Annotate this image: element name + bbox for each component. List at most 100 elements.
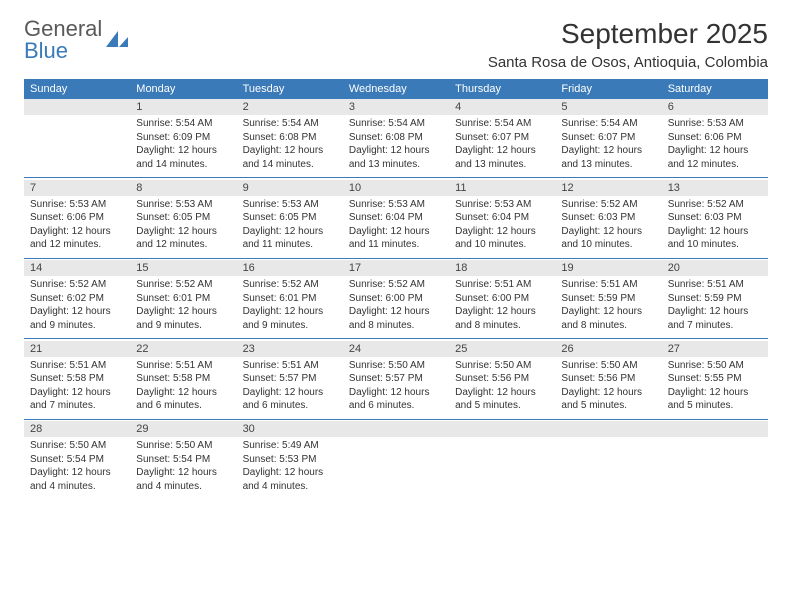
day-number: 4 [449,99,555,115]
day-details: Sunrise: 5:51 AMSunset: 5:58 PMDaylight:… [24,357,130,419]
empty-day-bar [343,421,449,437]
day-details: Sunrise: 5:51 AMSunset: 6:00 PMDaylight:… [449,276,555,338]
empty-day-body [555,437,661,495]
calendar-day-cell: 28Sunrise: 5:50 AMSunset: 5:54 PMDayligh… [24,421,130,499]
calendar-day-cell: 10Sunrise: 5:53 AMSunset: 6:04 PMDayligh… [343,180,449,259]
day-details: Sunrise: 5:54 AMSunset: 6:08 PMDaylight:… [343,115,449,177]
calendar-day-cell [343,421,449,499]
weekday-header: Saturday [662,79,768,99]
day-number: 15 [130,260,236,276]
day-number: 3 [343,99,449,115]
day-details: Sunrise: 5:54 AMSunset: 6:07 PMDaylight:… [555,115,661,177]
day-number: 27 [662,341,768,357]
calendar-day-cell: 11Sunrise: 5:53 AMSunset: 6:04 PMDayligh… [449,180,555,259]
page-header: General Blue September 2025 Santa Rosa d… [24,18,768,71]
day-details: Sunrise: 5:50 AMSunset: 5:57 PMDaylight:… [343,357,449,419]
day-details: Sunrise: 5:54 AMSunset: 6:09 PMDaylight:… [130,115,236,177]
calendar-week-row: 28Sunrise: 5:50 AMSunset: 5:54 PMDayligh… [24,421,768,499]
calendar-week-row: 21Sunrise: 5:51 AMSunset: 5:58 PMDayligh… [24,341,768,420]
day-details: Sunrise: 5:54 AMSunset: 6:08 PMDaylight:… [237,115,343,177]
day-number: 17 [343,260,449,276]
day-number: 13 [662,180,768,196]
day-details: Sunrise: 5:52 AMSunset: 6:01 PMDaylight:… [237,276,343,338]
weekday-header-row: Sunday Monday Tuesday Wednesday Thursday… [24,79,768,99]
day-number: 22 [130,341,236,357]
day-details: Sunrise: 5:54 AMSunset: 6:07 PMDaylight:… [449,115,555,177]
day-number: 29 [130,421,236,437]
day-details: Sunrise: 5:51 AMSunset: 5:58 PMDaylight:… [130,357,236,419]
day-details: Sunrise: 5:51 AMSunset: 5:59 PMDaylight:… [662,276,768,338]
day-number: 6 [662,99,768,115]
calendar-day-cell: 18Sunrise: 5:51 AMSunset: 6:00 PMDayligh… [449,260,555,339]
calendar-day-cell: 20Sunrise: 5:51 AMSunset: 5:59 PMDayligh… [662,260,768,339]
day-number: 5 [555,99,661,115]
weekday-header: Sunday [24,79,130,99]
empty-day-bar [662,421,768,437]
day-details: Sunrise: 5:51 AMSunset: 5:59 PMDaylight:… [555,276,661,338]
day-details: Sunrise: 5:50 AMSunset: 5:56 PMDaylight:… [555,357,661,419]
calendar-week-row: 14Sunrise: 5:52 AMSunset: 6:02 PMDayligh… [24,260,768,339]
location-text: Santa Rosa de Osos, Antioquia, Colombia [488,54,768,71]
day-details: Sunrise: 5:52 AMSunset: 6:01 PMDaylight:… [130,276,236,338]
calendar-day-cell: 1Sunrise: 5:54 AMSunset: 6:09 PMDaylight… [130,99,236,178]
calendar-day-cell: 3Sunrise: 5:54 AMSunset: 6:08 PMDaylight… [343,99,449,178]
empty-day-body [343,437,449,495]
calendar-day-cell: 29Sunrise: 5:50 AMSunset: 5:54 PMDayligh… [130,421,236,499]
calendar-day-cell: 9Sunrise: 5:53 AMSunset: 6:05 PMDaylight… [237,180,343,259]
calendar-day-cell: 19Sunrise: 5:51 AMSunset: 5:59 PMDayligh… [555,260,661,339]
day-details: Sunrise: 5:49 AMSunset: 5:53 PMDaylight:… [237,437,343,499]
calendar-page: General Blue September 2025 Santa Rosa d… [0,0,792,612]
calendar-day-cell: 22Sunrise: 5:51 AMSunset: 5:58 PMDayligh… [130,341,236,420]
day-details: Sunrise: 5:50 AMSunset: 5:54 PMDaylight:… [24,437,130,499]
day-number: 25 [449,341,555,357]
day-number: 2 [237,99,343,115]
day-number: 10 [343,180,449,196]
weekday-header: Friday [555,79,661,99]
day-number: 20 [662,260,768,276]
calendar-day-cell: 15Sunrise: 5:52 AMSunset: 6:01 PMDayligh… [130,260,236,339]
day-details: Sunrise: 5:52 AMSunset: 6:03 PMDaylight:… [555,196,661,258]
empty-day-bar [24,99,130,115]
calendar-day-cell: 8Sunrise: 5:53 AMSunset: 6:05 PMDaylight… [130,180,236,259]
day-details: Sunrise: 5:53 AMSunset: 6:05 PMDaylight:… [130,196,236,258]
month-title: September 2025 [488,18,768,50]
calendar-day-cell [24,99,130,178]
day-number: 16 [237,260,343,276]
day-number: 18 [449,260,555,276]
day-number: 21 [24,341,130,357]
logo-text-blue: Blue [24,38,68,63]
calendar-body: 1Sunrise: 5:54 AMSunset: 6:09 PMDaylight… [24,99,768,499]
day-details: Sunrise: 5:52 AMSunset: 6:02 PMDaylight:… [24,276,130,338]
day-details: Sunrise: 5:52 AMSunset: 6:00 PMDaylight:… [343,276,449,338]
day-number: 26 [555,341,661,357]
day-number: 23 [237,341,343,357]
calendar-day-cell [449,421,555,499]
calendar-day-cell [555,421,661,499]
calendar-day-cell: 2Sunrise: 5:54 AMSunset: 6:08 PMDaylight… [237,99,343,178]
empty-day-bar [449,421,555,437]
empty-day-body [449,437,555,495]
day-details: Sunrise: 5:51 AMSunset: 5:57 PMDaylight:… [237,357,343,419]
weekday-header: Thursday [449,79,555,99]
calendar-day-cell: 30Sunrise: 5:49 AMSunset: 5:53 PMDayligh… [237,421,343,499]
title-block: September 2025 Santa Rosa de Osos, Antio… [488,18,768,71]
calendar-day-cell: 12Sunrise: 5:52 AMSunset: 6:03 PMDayligh… [555,180,661,259]
day-details: Sunrise: 5:53 AMSunset: 6:06 PMDaylight:… [24,196,130,258]
weekday-header: Tuesday [237,79,343,99]
calendar-day-cell: 23Sunrise: 5:51 AMSunset: 5:57 PMDayligh… [237,341,343,420]
weekday-header: Monday [130,79,236,99]
calendar-day-cell: 25Sunrise: 5:50 AMSunset: 5:56 PMDayligh… [449,341,555,420]
calendar-week-row: 7Sunrise: 5:53 AMSunset: 6:06 PMDaylight… [24,180,768,259]
calendar-day-cell: 16Sunrise: 5:52 AMSunset: 6:01 PMDayligh… [237,260,343,339]
empty-day-body [662,437,768,495]
day-number: 19 [555,260,661,276]
calendar-day-cell: 5Sunrise: 5:54 AMSunset: 6:07 PMDaylight… [555,99,661,178]
calendar-day-cell: 27Sunrise: 5:50 AMSunset: 5:55 PMDayligh… [662,341,768,420]
day-details: Sunrise: 5:50 AMSunset: 5:54 PMDaylight:… [130,437,236,499]
weekday-header: Wednesday [343,79,449,99]
calendar-day-cell: 4Sunrise: 5:54 AMSunset: 6:07 PMDaylight… [449,99,555,178]
calendar-week-row: 1Sunrise: 5:54 AMSunset: 6:09 PMDaylight… [24,99,768,178]
day-number: 1 [130,99,236,115]
day-number: 8 [130,180,236,196]
empty-day-body [24,115,130,173]
